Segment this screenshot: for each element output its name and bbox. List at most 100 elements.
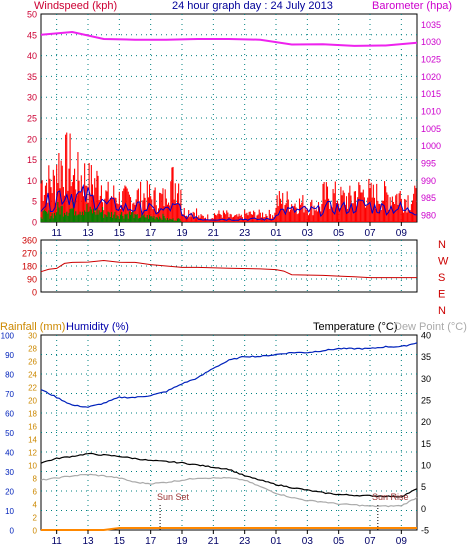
hum-xtick-label-6: 23: [239, 536, 251, 547]
humidity-left-ytick-label-5: 50: [5, 429, 14, 438]
rainfall-left-ytick-label-14: 28: [28, 345, 37, 354]
baro-right-ytick-label-6: 1010: [421, 107, 441, 117]
humidity-line: [40, 342, 418, 408]
humidity-left-ytick-label-0: 0: [10, 527, 15, 536]
dir-left-ytick-label-1: 90: [27, 275, 37, 285]
rainfall-left-ytick-label-3: 6: [33, 488, 38, 497]
wind-left-ytick-label-7: 35: [27, 72, 37, 82]
wind-xtick-label-0: 11: [51, 228, 62, 239]
temp-right-ytick-label-8: 35: [421, 352, 431, 362]
direction-letter-3: E: [438, 289, 445, 301]
dewpoint-line: [40, 473, 418, 508]
temp-right-ytick-label-5: 20: [421, 417, 431, 427]
wind-left-ytick-label-6: 30: [27, 93, 37, 103]
dir-left-ytick-label-0: 0: [32, 288, 37, 298]
hum-xtick-label-2: 15: [114, 536, 126, 547]
panel-frames: [40, 13, 418, 531]
rainfall-left-ytick-label-12: 24: [28, 371, 37, 380]
baro-right-ytick-label-1: 985: [421, 193, 436, 203]
baro-right-ytick-label-8: 1020: [421, 72, 441, 82]
data-series: [40, 30, 418, 531]
dir-left-ytick-label-2: 180: [22, 262, 37, 272]
hum-xtick-label-5: 21: [208, 536, 220, 547]
rainfall-left-ytick-label-4: 8: [33, 475, 38, 484]
rainfall-axis-title: Rainfall (mm): [0, 321, 65, 333]
direction-letter-0: N: [438, 239, 446, 251]
sunrise-label: Sun Rise: [372, 492, 409, 502]
humidity-panel-frame: [40, 334, 418, 531]
wind-left-ytick-label-10: 50: [27, 10, 37, 20]
wind-xtick-label-10: 07: [364, 228, 376, 239]
rainfall-left-ytick-label-7: 14: [28, 436, 37, 445]
wind-left-ytick-label-1: 5: [32, 197, 37, 207]
temp-right-ytick-label-6: 25: [421, 396, 431, 406]
hum-xtick-label-8: 03: [302, 536, 314, 547]
humidity-left-ytick-label-6: 60: [5, 410, 14, 419]
rainfall-left-ytick-label-10: 20: [28, 397, 37, 406]
hum-xtick-label-4: 19: [176, 536, 188, 547]
humidity-left-ytick-label-7: 70: [5, 390, 14, 399]
hum-xtick-label-3: 17: [145, 536, 157, 547]
wind-xtick-label-4: 19: [176, 228, 188, 239]
barometer-axis-title: Barometer (hpa): [372, 0, 452, 12]
grid-lines: [41, 14, 417, 530]
humidity-left-ytick-label-9: 90: [5, 351, 14, 360]
wind-xtick-label-5: 21: [208, 228, 220, 239]
wind-left-ytick-label-9: 45: [27, 30, 37, 40]
windspeed-axis-title: Windspeed (kph): [34, 0, 117, 12]
wind-left-ytick-label-8: 40: [27, 51, 37, 61]
humidity-left-ytick-label-2: 20: [5, 488, 14, 497]
rainfall-left-ytick-label-6: 12: [28, 449, 37, 458]
rainfall-left-ytick-label-5: 10: [28, 462, 37, 471]
humidity-left-ytick-label-3: 30: [5, 468, 14, 477]
rainfall-line: [41, 527, 417, 531]
baro-right-ytick-label-3: 995: [421, 159, 436, 169]
sunset-label: Sun Set: [157, 492, 190, 502]
rainfall-left-ytick-label-9: 18: [28, 410, 37, 419]
dir-left-ytick-label-4: 360: [22, 236, 37, 246]
wind-xtick-label-2: 15: [114, 228, 126, 239]
humidity-left-ytick-label-10: 100: [1, 332, 15, 341]
wind-xtick-label-7: 01: [270, 228, 282, 239]
hum-xtick-label-10: 07: [364, 536, 376, 547]
baro-right-ytick-label-0: 980: [421, 211, 436, 221]
baro-right-ytick-label-10: 1030: [421, 37, 441, 47]
rainfall-left-ytick-label-15: 30: [28, 332, 37, 341]
baro-right-ytick-label-2: 990: [421, 176, 436, 186]
wind-xtick-label-6: 23: [239, 228, 251, 239]
temp-right-ytick-label-1: 0: [421, 504, 426, 514]
rainfall-left-ytick-label-1: 2: [33, 514, 38, 523]
avg-wind-line: [40, 183, 418, 221]
wind-xtick-label-11: 09: [396, 228, 408, 239]
min-wind-series: [40, 201, 182, 222]
temp-right-ytick-label-9: 40: [421, 331, 431, 341]
humidity-left-ytick-label-1: 10: [5, 507, 14, 516]
temperature-line: [40, 452, 418, 498]
wind-direction-line: [40, 259, 417, 279]
temperature-axis-title: Temperature (°C): [313, 321, 397, 333]
humidity-axis-title: Humidity (%): [66, 321, 129, 333]
direction-panel-frame: [40, 239, 418, 293]
temp-right-ytick-label-4: 15: [421, 439, 431, 449]
baro-right-ytick-label-5: 1005: [421, 124, 441, 134]
temp-right-ytick-label-2: 5: [421, 482, 426, 492]
hum-xtick-label-9: 05: [333, 536, 345, 547]
wind-left-ytick-label-3: 15: [27, 155, 37, 165]
rainfall-left-ytick-label-0: 0: [33, 527, 38, 536]
barometer-line: [40, 30, 418, 47]
wind-panel-frame: [40, 13, 418, 223]
rainfall-left-ytick-label-8: 16: [28, 423, 37, 432]
wind-left-ytick-label-2: 10: [27, 176, 37, 186]
hum-xtick-label-0: 11: [51, 536, 62, 547]
wind-xtick-label-1: 13: [82, 228, 94, 239]
wind-left-ytick-label-0: 0: [32, 218, 37, 228]
rainfall-left-ytick-label-11: 22: [28, 384, 37, 393]
humidity-left-ytick-label-4: 40: [5, 449, 14, 458]
direction-letter-4: N: [438, 305, 446, 317]
wind-xtick-label-3: 17: [145, 228, 157, 239]
graph-title: 24 hour graph day : 24 July 2013: [172, 0, 333, 12]
temp-right-ytick-label-0: -5: [421, 526, 429, 536]
